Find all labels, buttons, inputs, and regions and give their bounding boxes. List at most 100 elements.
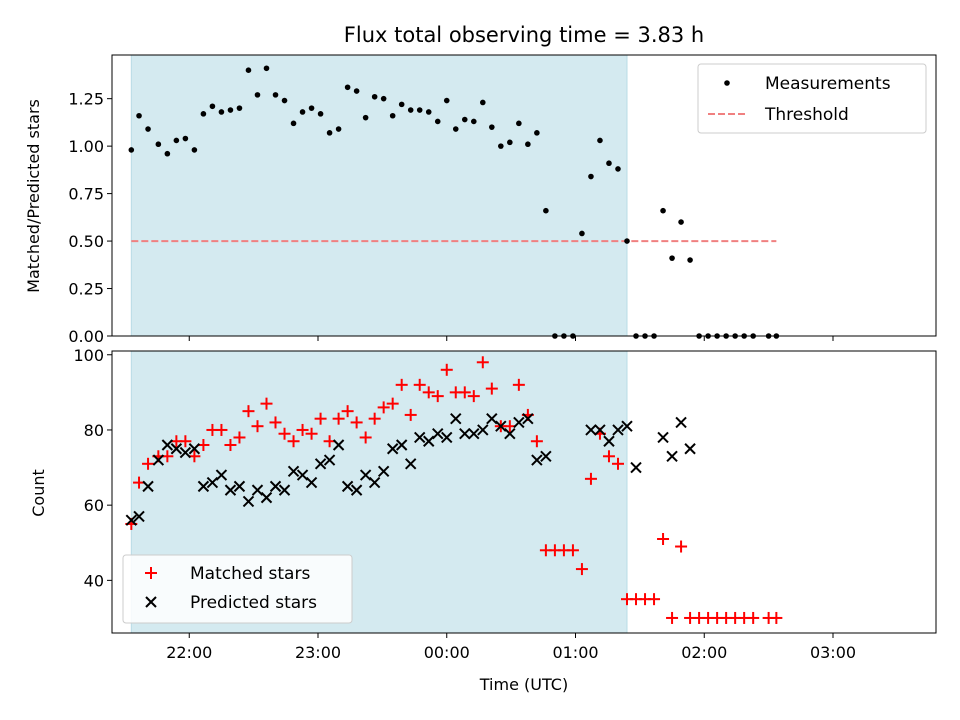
- measurement-point: [145, 126, 151, 132]
- predicted-star-point: [197, 480, 210, 493]
- x-tick-label: 02:00: [681, 643, 727, 662]
- measurement-point: [624, 238, 630, 244]
- measurement-point: [136, 112, 142, 119]
- measurement-point: [173, 137, 180, 144]
- matched-star-point: [142, 457, 155, 470]
- ratio-x-axis-ticks: [188, 336, 834, 341]
- x-axis-label: Time (UTC): [479, 675, 568, 694]
- ratio-y-axis-label: Matched/Predicted stars: [24, 99, 43, 293]
- measurement-point: [461, 116, 468, 123]
- measurements-legend-label: Measurements: [765, 74, 891, 94]
- x-tick-label: 03:00: [810, 643, 856, 662]
- predicted-star-point: [404, 458, 417, 470]
- matched-star-point: [332, 412, 345, 425]
- predicted-star-point: [513, 416, 525, 429]
- matched-star-point: [233, 431, 246, 444]
- predicted-star-point: [359, 469, 372, 481]
- measurement-point: [263, 65, 270, 72]
- matched-star-point: [575, 563, 588, 576]
- count-y-axis-label: Count: [29, 469, 48, 517]
- matched-star-point: [404, 408, 417, 421]
- measurement-point: [407, 107, 414, 113]
- predicted-star-point: [125, 514, 138, 526]
- matched-star-point: [251, 420, 264, 433]
- measurement-point: [507, 139, 513, 146]
- predicted-star-point: [414, 431, 426, 444]
- predicted-star-point: [242, 495, 255, 508]
- count-legend-box: [122, 554, 353, 624]
- predicted-star-point: [666, 450, 678, 462]
- measurement-point: [182, 135, 189, 142]
- predicted-star-point: [657, 431, 669, 444]
- measurement-point: [669, 255, 675, 261]
- predicted-star-point: [603, 435, 615, 447]
- matched-star-point: [242, 405, 255, 418]
- predicted-star-point: [441, 431, 453, 444]
- matched-star-point: [431, 390, 444, 403]
- predicted-star-point: [540, 450, 552, 462]
- measurement-point: [425, 109, 432, 115]
- measurement-point: [236, 105, 243, 111]
- predicted-star-point: [233, 480, 246, 493]
- ratio-y-axis-ticks: 0.00 0.25 0.50 0.75 1.00 1.25: [68, 90, 112, 346]
- predicted-star-point: [305, 476, 318, 489]
- measurement-point: [344, 84, 351, 91]
- matched-star-point: [386, 397, 399, 410]
- predicted-star-point: [522, 412, 534, 425]
- matched-legend-label: Matched stars: [190, 564, 310, 584]
- predicted-star-point: [206, 476, 219, 489]
- matched-star-point: [215, 423, 228, 436]
- matched-star-point: [377, 401, 390, 414]
- measurement-point: [615, 166, 621, 172]
- measurement-point: [534, 130, 540, 136]
- count-y-tick-label: 80: [84, 421, 104, 440]
- matched-star-point: [566, 544, 579, 557]
- matched-star-point: [341, 405, 354, 418]
- matched-star-point: [675, 540, 688, 553]
- ratio-legend-box: [697, 63, 927, 134]
- measurement-point: [164, 150, 171, 157]
- predicted-star-point: [332, 439, 345, 451]
- matched-star-point: [179, 435, 192, 448]
- measurement-point: [353, 88, 360, 94]
- measurement-point: [389, 112, 396, 119]
- predicted-star-point: [251, 484, 264, 496]
- predicted-star-point: [350, 484, 363, 496]
- predicted-star-point: [215, 469, 228, 481]
- measurement-point: [434, 118, 441, 125]
- count-y-tick-label: 100: [73, 346, 104, 365]
- measurement-point: [308, 105, 315, 111]
- predicted-star-point: [377, 465, 390, 478]
- matched-star-point: [368, 412, 381, 425]
- predicted-star-point: [260, 491, 273, 504]
- x-tick-label: 23:00: [295, 643, 341, 662]
- measurement-point: [660, 207, 666, 214]
- predicted-star-point: [432, 428, 444, 440]
- x-tick-label: 22:00: [166, 643, 212, 662]
- matched-star-point: [476, 356, 489, 369]
- ratio-shade-band: [130, 54, 628, 337]
- measurement-point: [678, 219, 684, 225]
- predicted-star-point: [504, 428, 516, 440]
- matched-star-point: [747, 611, 760, 624]
- measurement-point: [371, 93, 378, 100]
- x-tick-label: 00:00: [424, 643, 470, 662]
- measurement-point: [470, 118, 477, 125]
- measurement-point: [443, 97, 450, 104]
- matched-star-point: [350, 416, 363, 429]
- measurement-point: [687, 257, 693, 263]
- ratio-plot-frame: [111, 54, 937, 337]
- predicted-star-point: [531, 454, 543, 466]
- chart-title: Flux total observing time = 3.83 h: [344, 23, 704, 47]
- ratio-y-tick-label: 0.25: [68, 280, 104, 299]
- measurement-point: [516, 120, 522, 127]
- predicted-legend-label: Predicted stars: [190, 593, 317, 613]
- predicted-star-point: [170, 443, 183, 455]
- measurement-point: [606, 160, 612, 167]
- predicted-star-point: [368, 476, 381, 489]
- predicted-star-point: [594, 424, 606, 436]
- predicted-star-point: [296, 469, 309, 481]
- measurement-point: [380, 95, 387, 102]
- predicted-star-point: [386, 443, 399, 455]
